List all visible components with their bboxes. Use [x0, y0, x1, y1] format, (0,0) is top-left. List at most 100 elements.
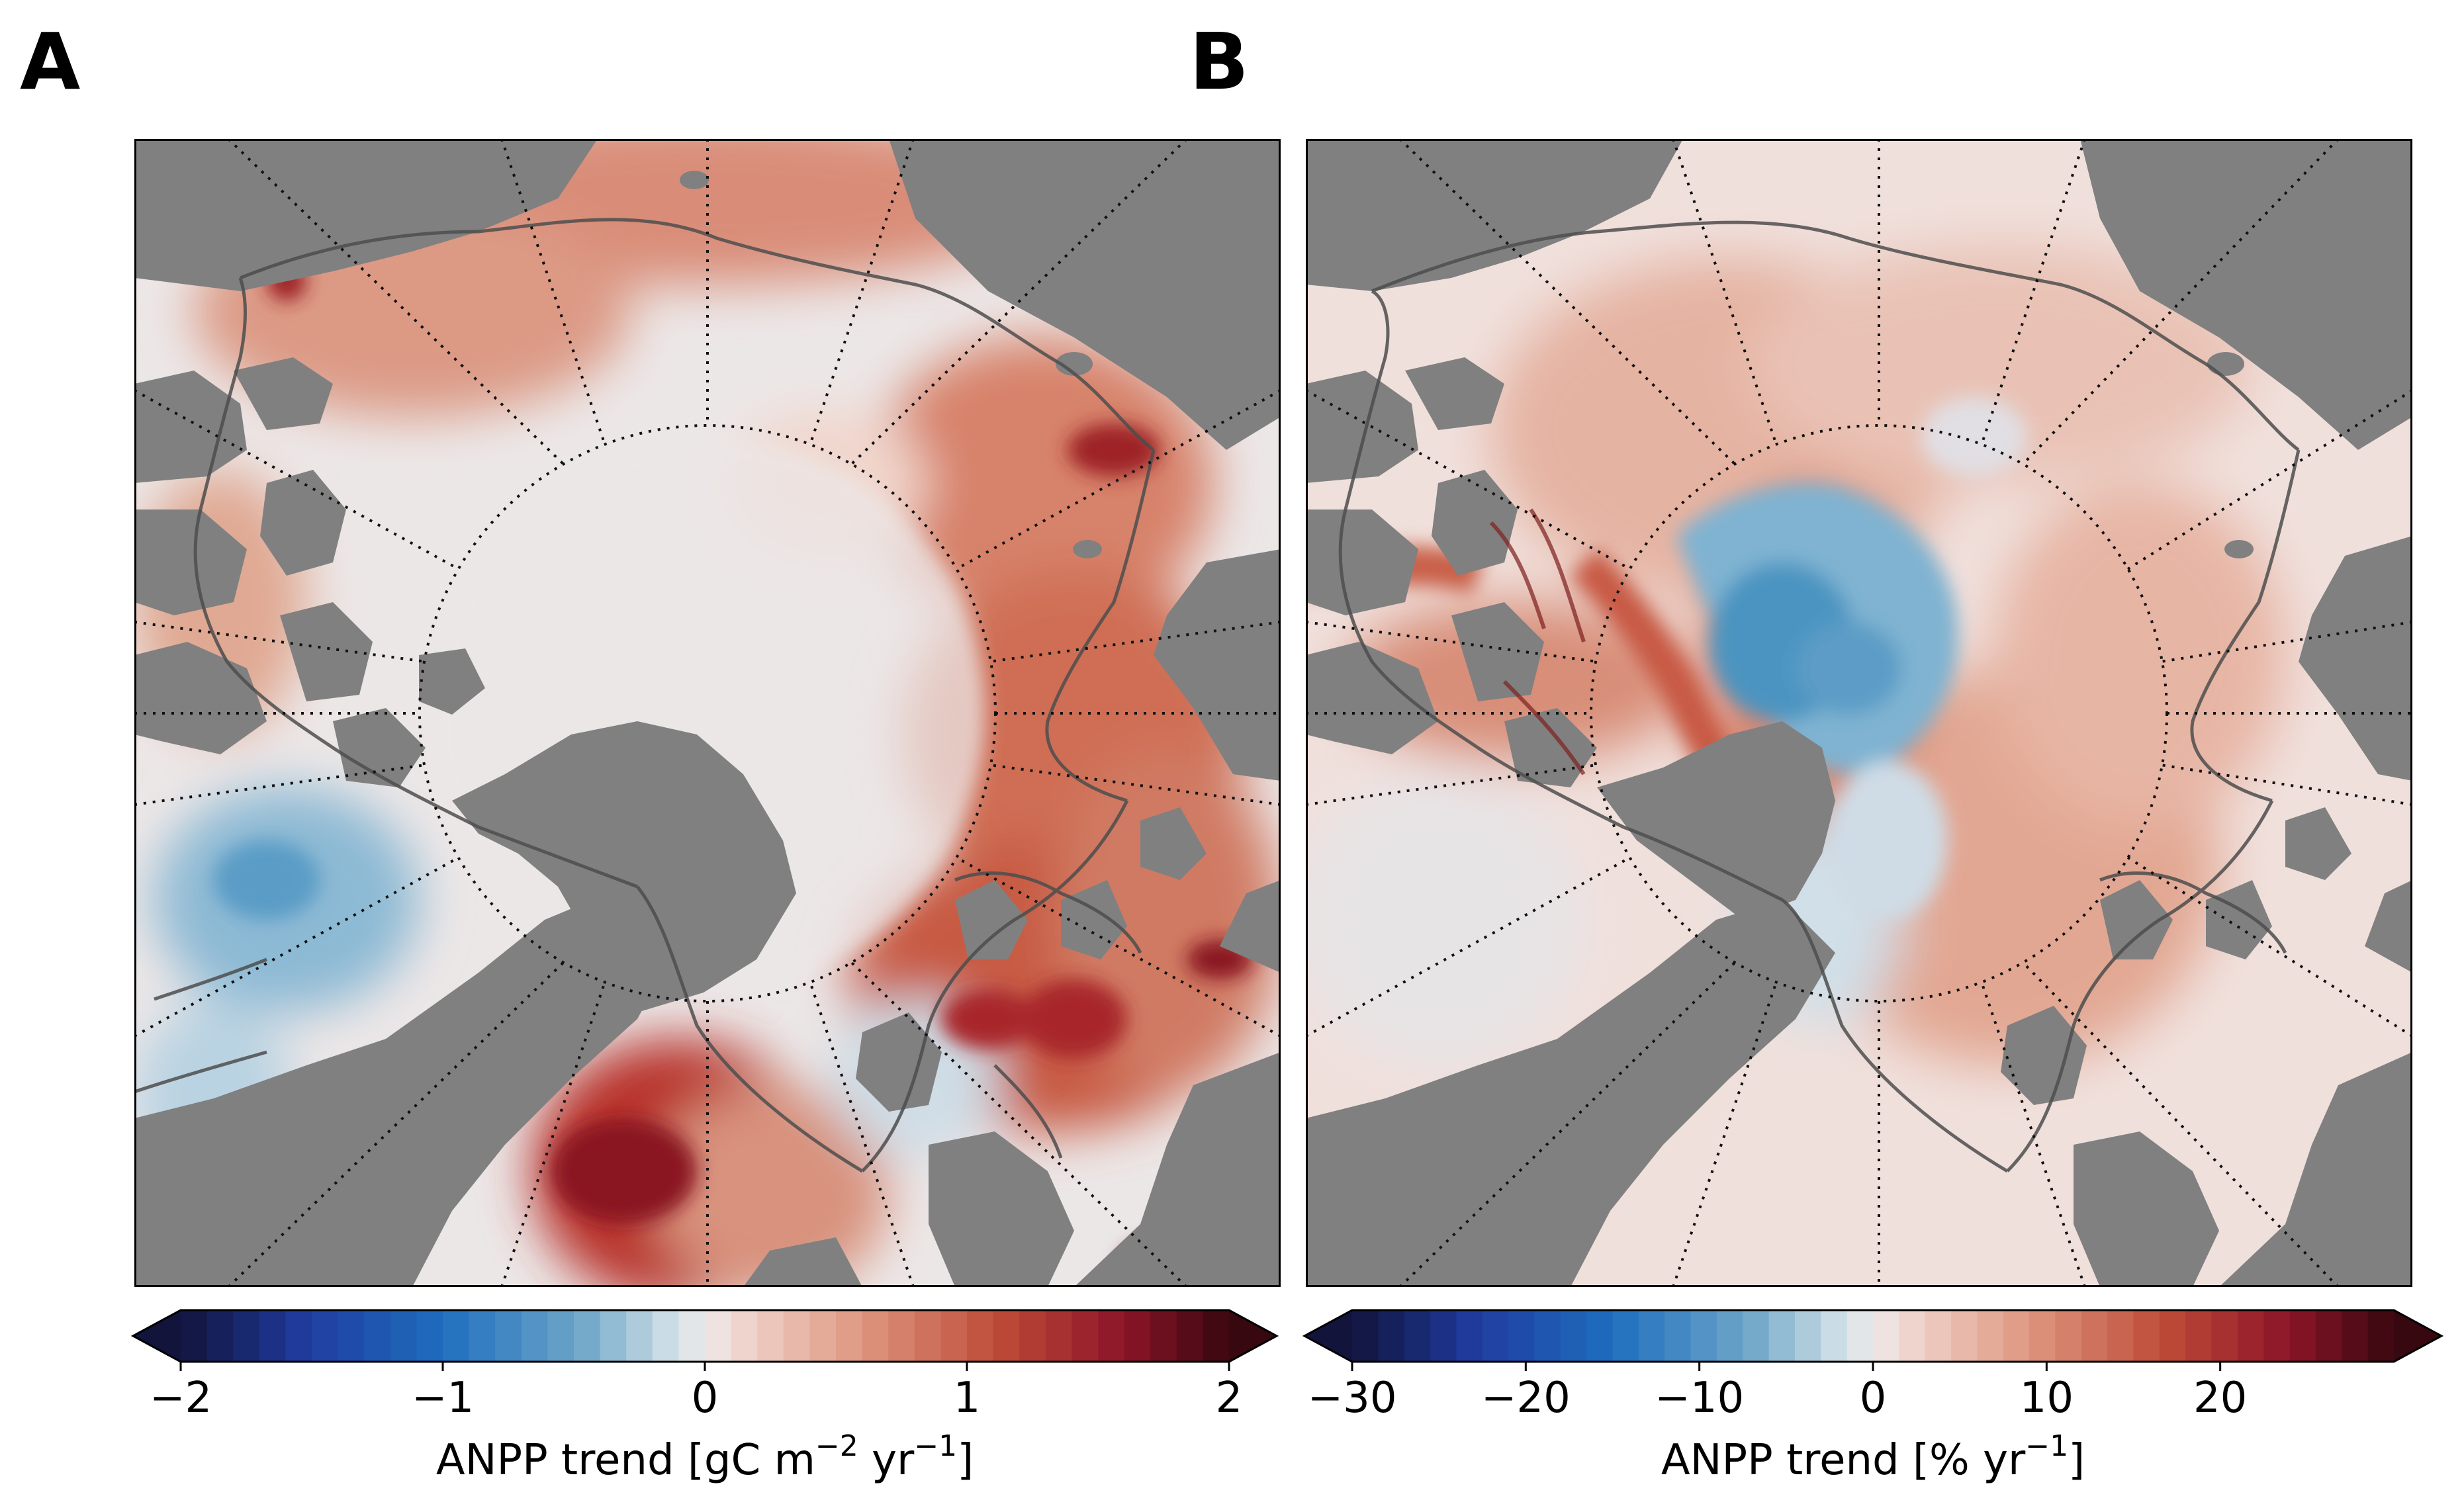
colorbar-segment: [547, 1310, 574, 1362]
colorbar-segment: [1612, 1310, 1639, 1362]
colorbar-segment: [1430, 1310, 1457, 1362]
colorbar-segment: [731, 1310, 758, 1362]
panel-letter-b: B: [1189, 16, 1249, 107]
colorbar-tick-label: −1: [412, 1374, 474, 1423]
colorbar-segment: [1456, 1310, 1483, 1362]
colorbar-label-sup1: −1: [2025, 1429, 2068, 1463]
land-masses: [134, 139, 1281, 1287]
colorbar-extend-max: [1229, 1310, 1277, 1362]
colorbar-segment: [1586, 1310, 1614, 1362]
colorbar-segment: [1072, 1310, 1099, 1362]
colorbar-segment: [705, 1310, 732, 1362]
colorbar-segment: [1045, 1310, 1073, 1362]
colorbar-segment: [416, 1310, 443, 1362]
colorbar-segment: [2367, 1310, 2395, 1362]
colorbar-segment: [2107, 1310, 2134, 1362]
colorbar-label-sup2: −1: [914, 1429, 957, 1463]
colorbar-extend-max: [2394, 1310, 2441, 1362]
graticule: [134, 139, 1281, 1287]
colorbar-segment: [1098, 1310, 1125, 1362]
colorbar-segment: [940, 1310, 968, 1362]
colorbar-segment: [259, 1310, 287, 1362]
colorbar-segment: [2003, 1310, 2031, 1362]
colorbar-label-end: ]: [957, 1436, 974, 1485]
colorbar-segment: [809, 1310, 837, 1362]
colorbar-segment: [1150, 1310, 1177, 1362]
colorbar-segment: [626, 1310, 653, 1362]
graticule: [1306, 139, 2412, 1287]
colorbar-segment: [2081, 1310, 2109, 1362]
colorbar-segment: [1821, 1310, 1848, 1362]
colorbar-segment: [1768, 1310, 1796, 1362]
colorbar-segment: [1794, 1310, 1822, 1362]
colorbar-segment: [1690, 1310, 1717, 1362]
colorbar-extend-min: [133, 1310, 181, 1362]
colorbar-segment: [364, 1310, 391, 1362]
colorbar-segment: [521, 1310, 549, 1362]
colorbar-tick-label: −2: [150, 1374, 212, 1423]
colorbar-segment: [312, 1310, 339, 1362]
colorbar-segment: [285, 1310, 312, 1362]
colorbar-tick-label: −10: [1655, 1374, 1744, 1423]
colorbar-segment: [1482, 1310, 1510, 1362]
colorbar-segment: [783, 1310, 811, 1362]
colorbar-segment: [2055, 1310, 2082, 1362]
colorbar-segment: [2211, 1310, 2238, 1362]
colorbar-segment: [1508, 1310, 1535, 1362]
colorbar-segment: [1873, 1310, 1900, 1362]
map-panel-a: [134, 139, 1281, 1287]
colorbar-segment: [1534, 1310, 1561, 1362]
colorbar-segment: [993, 1310, 1021, 1362]
colorbar-segments: [181, 1310, 1230, 1362]
colorbar-segment: [574, 1310, 601, 1362]
colorbar-segment: [1977, 1310, 2004, 1362]
colorbar-segment: [1203, 1310, 1230, 1362]
colorbar-b: −30 −20 −10 0 10 20 ANPP trend [% yr−1]: [1302, 1309, 2444, 1485]
shelf-contours: [1338, 220, 2301, 1173]
colorbar-segment: [2185, 1310, 2213, 1362]
colorbar-tick-label: −30: [1307, 1374, 1396, 1423]
colorbar-segment: [678, 1310, 706, 1362]
colorbar-tick-label: 0: [1860, 1374, 1887, 1423]
colorbar-segment: [967, 1310, 994, 1362]
colorbar-segment: [1176, 1310, 1204, 1362]
colorbar-segment: [2159, 1310, 2187, 1362]
colorbar-segment: [1743, 1310, 1770, 1362]
map-frame: [134, 139, 1281, 1287]
colorbar-label: ANPP trend [% yr−1]: [1661, 1429, 2085, 1485]
colorbar-segment: [1404, 1310, 1432, 1362]
colorbar-segment: [1560, 1310, 1588, 1362]
colorbar-segment: [1716, 1310, 1744, 1362]
colorbar-segment: [600, 1310, 627, 1362]
colorbar-label-mid: yr: [858, 1436, 915, 1485]
colorbar-tick-label: 0: [692, 1374, 719, 1423]
colorbar-segment: [2342, 1310, 2369, 1362]
colorbar-tick-label: −20: [1481, 1374, 1571, 1423]
shelf-contours: [134, 218, 1156, 1173]
colorbar-segment: [1378, 1310, 1405, 1362]
colorbar-segment: [469, 1310, 496, 1362]
colorbar-segment: [495, 1310, 522, 1362]
colorbar-label-end: ]: [2068, 1436, 2085, 1485]
colorbar-segment: [1019, 1310, 1046, 1362]
colorbar-extend-min: [1304, 1310, 1352, 1362]
colorbar-segment: [2315, 1310, 2343, 1362]
colorbar-segment: [862, 1310, 890, 1362]
archipelago-highlight: [1489, 508, 1586, 775]
map-panel-b: [1306, 139, 2412, 1287]
colorbar-segment: [1352, 1310, 1379, 1362]
colorbar-segment: [206, 1310, 234, 1362]
colorbar-segment: [2263, 1310, 2291, 1362]
colorbar-segment: [1847, 1310, 1874, 1362]
colorbar-segment: [2133, 1310, 2160, 1362]
colorbar-tick-label: 20: [2193, 1374, 2247, 1423]
colorbar-tick-label: 10: [2020, 1374, 2074, 1423]
colorbar-segment: [1899, 1310, 1926, 1362]
colorbar-segment: [1925, 1310, 1952, 1362]
colorbar-segment: [390, 1310, 418, 1362]
map-frame: [1306, 139, 2412, 1287]
colorbar-segment: [181, 1310, 208, 1362]
colorbar-segment: [836, 1310, 863, 1362]
colorbar-label-sup1: −2: [815, 1429, 858, 1463]
